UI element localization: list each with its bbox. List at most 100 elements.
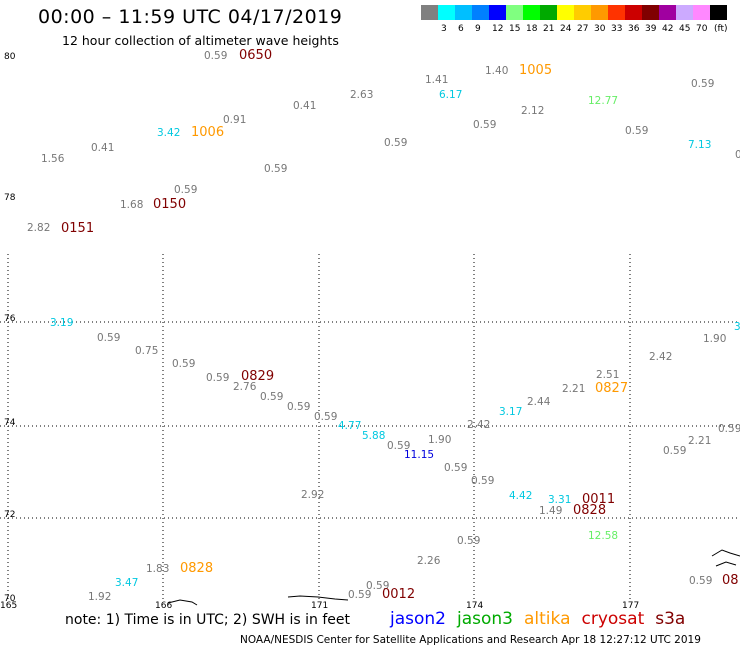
lon-label-177: 177 <box>622 601 640 611</box>
pass-time-label: 0650 <box>239 48 273 63</box>
colorbar-swatch <box>472 5 489 20</box>
colorbar-tick-label: 30 <box>594 24 606 34</box>
wave-height-value: 3.47 <box>115 577 139 589</box>
colorbar-tick-label: 18 <box>526 24 538 34</box>
lat-label-72: 72 <box>4 510 16 520</box>
pass-time-label: 0150 <box>153 197 187 212</box>
colorbar-swatch <box>574 5 591 20</box>
wave-height-value: 0.59 <box>204 50 228 62</box>
coastline-segment <box>711 549 740 557</box>
colorbar-tick-label: 15 <box>509 24 521 34</box>
wave-height-value: 0.41 <box>293 100 317 112</box>
wave-height-value: 0.59 <box>287 401 311 413</box>
altimeter-map <box>0 254 740 606</box>
wave-height-value: 12.77 <box>588 95 619 107</box>
colorbar-swatch <box>591 5 608 20</box>
wave-height-value: 0.59 <box>691 78 715 90</box>
wave-height-value: 0.59 <box>264 163 288 175</box>
colorbar-tick-label: 42 <box>662 24 674 34</box>
coastlines <box>167 549 740 606</box>
colorbar-swatch <box>523 5 540 20</box>
wave-height-value: 0.75 <box>135 345 159 357</box>
colorbar-swatch <box>540 5 557 20</box>
colorbar-swatch <box>506 5 523 20</box>
pass-time-label: 0011 <box>582 492 616 507</box>
lat-lon-grid <box>0 254 740 600</box>
credit-footer: NOAA/NESDIS Center for Satellite Applica… <box>240 634 701 646</box>
map-title: 00:00 – 11:59 UTC 04/17/2019 <box>38 6 343 28</box>
wave-height-value: 3.17 <box>499 406 523 418</box>
lon-label-166: 166 <box>155 601 173 611</box>
wave-height-value: 0.59 <box>471 475 495 487</box>
colorbar-tick-label: 45 <box>679 24 691 34</box>
lat-label-80: 80 <box>4 52 16 62</box>
wave-height-value: 0.59 <box>260 391 284 403</box>
colorbar-unit: (ft) <box>714 24 728 34</box>
wave-height-value: 0.59 <box>663 445 687 457</box>
colorbar-swatch <box>693 5 710 20</box>
wave-height-value: 0.59 <box>366 580 390 592</box>
wave-height-value: 1.40 <box>485 65 509 77</box>
wave-height-value: 3 <box>734 321 740 333</box>
wave-height-value: 2.21 <box>562 383 586 395</box>
colorbar-tick-label: 21 <box>543 24 555 34</box>
wave-height-value: 11.15 <box>404 449 435 461</box>
wave-height-value: 6.17 <box>439 89 463 101</box>
colorbar-tick-label: 36 <box>628 24 640 34</box>
wave-height-value: 3.19 <box>50 317 74 329</box>
satellite-legend-s3a: s3a <box>655 609 686 629</box>
satellite-legend-altika: altika <box>524 609 571 629</box>
pass-time-label: 0828 <box>180 561 214 576</box>
pass-time-label: 0827 <box>595 381 629 396</box>
wave-height-value: 0.59 <box>174 184 198 196</box>
wave-height-value: 1.92 <box>88 591 112 603</box>
satellite-legend-jason3: jason3 <box>457 609 513 629</box>
colorbar-swatch <box>489 5 506 20</box>
colorbar-swatch <box>642 5 659 20</box>
satellite-legend-cryosat: cryosat <box>581 609 645 629</box>
wave-height-value: 1.41 <box>425 74 449 86</box>
wave-height-value: 2.42 <box>649 351 673 363</box>
colorbar-tick-label: 3 <box>441 24 447 34</box>
colorbar-tick-label: 33 <box>611 24 623 34</box>
colorbar-swatch <box>710 5 727 20</box>
wave-height-value: 3.42 <box>157 127 181 139</box>
wave-height-value: 2.82 <box>27 222 51 234</box>
wave-height-value: 0.59 <box>457 535 481 547</box>
wave-height-value: 4.77 <box>338 420 362 432</box>
wave-height-value: 0.91 <box>223 114 247 126</box>
colorbar-swatch <box>659 5 676 20</box>
wave-height-value: 5.88 <box>362 430 386 442</box>
wave-height-value: 2.12 <box>521 105 545 117</box>
wave-height-value: 2.42 <box>467 419 491 431</box>
colorbar-tick-label: 9 <box>475 24 481 34</box>
wave-height-value: 1.90 <box>703 333 727 345</box>
pass-time-label: 1005 <box>519 63 553 78</box>
lat-label-70: 70 <box>4 594 16 604</box>
colorbar-swatch <box>421 5 438 20</box>
colorbar-swatch <box>438 5 455 20</box>
wave-height-value: 0.59 <box>387 440 411 452</box>
colorbar-swatch <box>455 5 472 20</box>
colorbar-tick-label: 70 <box>696 24 708 34</box>
coastline-segment <box>715 561 737 567</box>
wave-height-value: 0.59 <box>314 411 338 423</box>
satellite-legend: jason2 jason3 altika cryosat s3a <box>390 609 696 629</box>
wave-height-value: 0 <box>735 149 740 161</box>
wave-height-value: 1.49 <box>539 505 563 517</box>
pass-time-label: 08 <box>722 573 739 588</box>
wave-height-value: 0.59 <box>473 119 497 131</box>
colorbar-tick-label: 24 <box>560 24 572 34</box>
pass-time-label: 0012 <box>382 587 416 602</box>
coastline-segment <box>167 599 198 606</box>
lon-label-165: 165 <box>0 601 18 611</box>
colorbar-swatch <box>625 5 642 20</box>
wave-height-value: 3.31 <box>548 494 572 506</box>
wave-height-value: 2.76 <box>233 381 257 393</box>
wave-height-value: 2.21 <box>688 435 712 447</box>
coastline-segment <box>287 595 349 601</box>
colorbar-tick-label: 39 <box>645 24 657 34</box>
wave-height-value: 4.42 <box>509 490 533 502</box>
wave-height-value: 1.68 <box>120 199 144 211</box>
pass-time-label: 0151 <box>61 221 95 236</box>
